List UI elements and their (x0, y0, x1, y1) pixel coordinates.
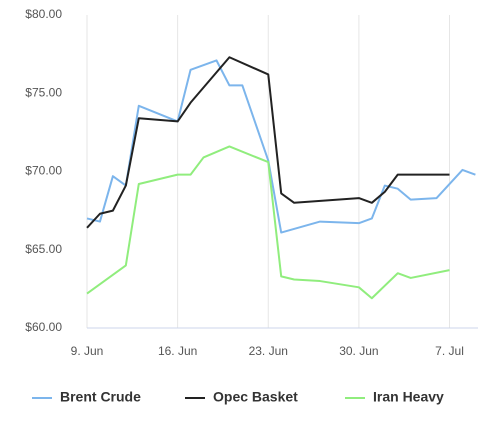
y-tick-label: $60.00 (25, 320, 62, 334)
series-line (86, 56, 450, 229)
y-tick-label: $70.00 (25, 164, 62, 178)
series-line (86, 59, 476, 234)
series-line (86, 145, 450, 300)
y-tick-label: $75.00 (25, 85, 62, 99)
y-tick-label: $65.00 (25, 242, 62, 256)
x-tick-label: 9. Jun (71, 344, 104, 358)
x-tick-label: 30. Jun (339, 344, 378, 358)
legend-label: Brent Crude (60, 389, 141, 405)
x-tick-label: 23. Jun (249, 344, 288, 358)
legend-label: Iran Heavy (373, 389, 444, 405)
y-tick-label: $80.00 (25, 7, 62, 21)
x-tick-label: 16. Jun (158, 344, 197, 358)
legend-label: Opec Basket (213, 389, 298, 405)
x-tick-label: 7. Jul (435, 344, 464, 358)
